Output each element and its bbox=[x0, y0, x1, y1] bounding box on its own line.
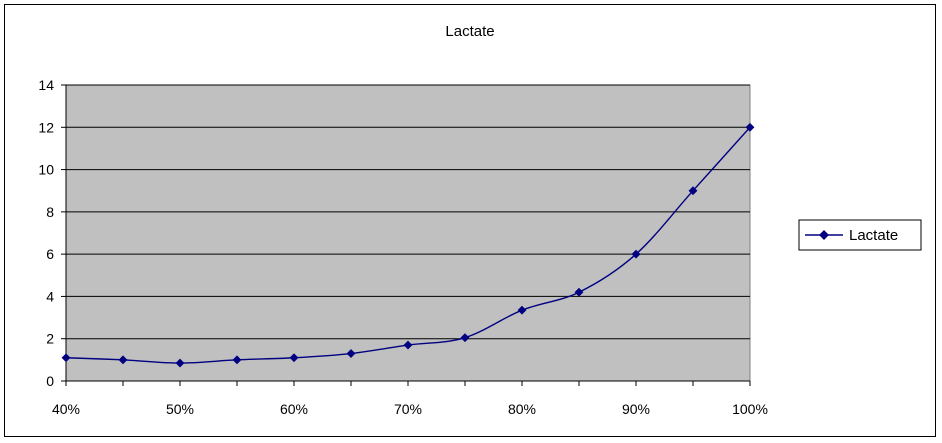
data-point-lactate bbox=[289, 353, 299, 363]
data-point-lactate bbox=[175, 358, 185, 368]
x-tick-label: 40% bbox=[52, 401, 80, 417]
y-tick-label: 14 bbox=[38, 77, 54, 93]
y-tick-label: 2 bbox=[46, 331, 54, 347]
y-tick-label: 0 bbox=[46, 373, 54, 389]
data-point-lactate bbox=[745, 122, 755, 132]
data-point-lactate bbox=[346, 349, 356, 358]
data-point-lactate bbox=[61, 353, 71, 363]
x-tick-label: 100% bbox=[732, 401, 768, 417]
legend-entry-lactate: Lactate bbox=[849, 227, 898, 244]
legend: Lactate bbox=[798, 219, 922, 251]
chart-frame: Lactate 0 2 4 6 8 10 12 14 40% 50% 60% 70% 80% 90% 10… bbox=[4, 4, 936, 437]
data-point-lactate bbox=[517, 305, 527, 315]
data-point-lactate bbox=[403, 340, 413, 350]
x-tick-label: 90% bbox=[622, 401, 650, 417]
lactate-chart: Lactate 0 2 4 6 8 10 12 14 40% 50% 60% 70% 80% 90% 10… bbox=[38, 23, 922, 417]
x-tick-label: 50% bbox=[166, 401, 194, 417]
chart-title: Lactate bbox=[445, 23, 494, 40]
data-point-lactate bbox=[631, 249, 641, 259]
x-axis-ticks: 40% 50% 60% 70% 80% 90% 100% bbox=[52, 381, 768, 417]
series-layer bbox=[61, 122, 755, 368]
data-point-lactate bbox=[574, 287, 584, 297]
y-tick-label: 10 bbox=[38, 162, 54, 178]
data-point-lactate bbox=[460, 333, 470, 343]
y-tick-label: 12 bbox=[38, 119, 54, 135]
x-tick-label: 80% bbox=[508, 401, 536, 417]
y-tick-label: 6 bbox=[46, 246, 54, 262]
x-tick-label: 70% bbox=[394, 401, 422, 417]
data-point-lactate bbox=[232, 355, 242, 365]
y-tick-label: 4 bbox=[46, 288, 54, 304]
y-tick-label: 8 bbox=[46, 204, 54, 220]
data-point-lactate bbox=[118, 355, 128, 365]
data-point-lactate bbox=[688, 186, 698, 196]
gridlines bbox=[66, 84, 750, 340]
legend-marker bbox=[819, 230, 829, 240]
x-tick-label: 60% bbox=[280, 401, 308, 417]
plot-area bbox=[65, 84, 751, 382]
